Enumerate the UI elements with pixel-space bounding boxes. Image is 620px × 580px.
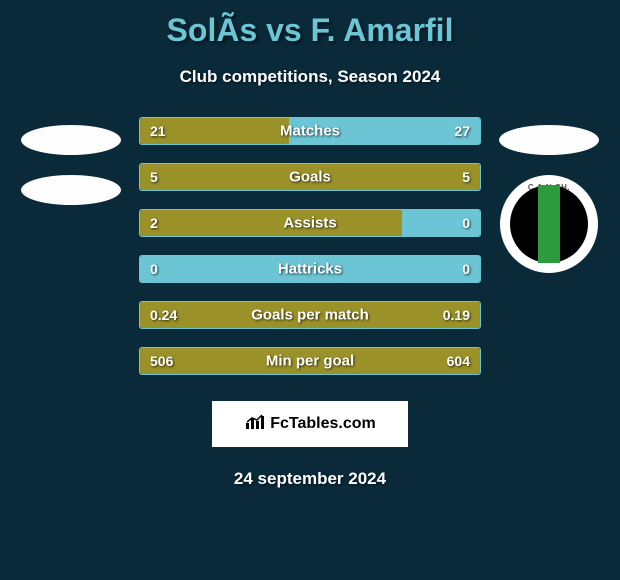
- stat-label: Assists: [283, 215, 336, 232]
- stat-label: Goals per match: [251, 307, 369, 324]
- chart-icon: [244, 413, 266, 436]
- stat-value-left: 0: [150, 261, 158, 277]
- stat-row: Goals per match 0.24 0.19: [139, 301, 481, 329]
- right-avatars: C.A.N.CH.: [499, 117, 599, 273]
- stat-label: Min per goal: [266, 353, 354, 370]
- stat-value-right: 0: [462, 261, 470, 277]
- player-avatar-placeholder: [499, 125, 599, 155]
- footer-brand-badge: FcTables.com: [212, 401, 408, 447]
- stat-value-left: 2: [150, 215, 158, 231]
- club-avatar-placeholder: [21, 175, 121, 205]
- left-avatars: [21, 117, 121, 205]
- comparison-card: SolÃ­s vs F. Amarfil Club competitions, …: [0, 0, 620, 489]
- stat-row: Goals 5 5: [139, 163, 481, 191]
- stat-row: Matches 21 27: [139, 117, 481, 145]
- stat-value-left: 0.24: [150, 307, 177, 323]
- date-line: 24 september 2024: [0, 469, 620, 489]
- stat-row: Assists 2 0: [139, 209, 481, 237]
- footer-brand-text: FcTables.com: [270, 415, 376, 433]
- stat-row: Hattricks 0 0: [139, 255, 481, 283]
- stat-value-left: 21: [150, 123, 166, 139]
- stats-area: Matches 21 27 Goals 5 5 Assists 2 0 Hattricks 0 0 Go…: [0, 117, 620, 375]
- stat-bar-left: [140, 210, 402, 236]
- player-avatar-placeholder: [21, 125, 121, 155]
- stat-value-right: 27: [454, 123, 470, 139]
- subtitle: Club competitions, Season 2024: [0, 67, 620, 87]
- page-title: SolÃ­s vs F. Amarfil: [0, 12, 620, 49]
- stat-label: Hattricks: [278, 261, 342, 278]
- stat-value-left: 5: [150, 169, 158, 185]
- club-badge: C.A.N.CH.: [500, 175, 598, 273]
- stat-label: Goals: [289, 169, 331, 186]
- stat-value-right: 604: [447, 353, 470, 369]
- stat-label: Matches: [280, 123, 340, 140]
- stat-row: Min per goal 506 604: [139, 347, 481, 375]
- club-badge-inner: [510, 185, 588, 263]
- stat-value-right: 5: [462, 169, 470, 185]
- stat-value-left: 506: [150, 353, 173, 369]
- club-badge-stripe: [538, 185, 560, 263]
- stat-value-right: 0.19: [443, 307, 470, 323]
- stat-value-right: 0: [462, 215, 470, 231]
- stat-bars: Matches 21 27 Goals 5 5 Assists 2 0 Hattricks 0 0 Go…: [139, 117, 481, 375]
